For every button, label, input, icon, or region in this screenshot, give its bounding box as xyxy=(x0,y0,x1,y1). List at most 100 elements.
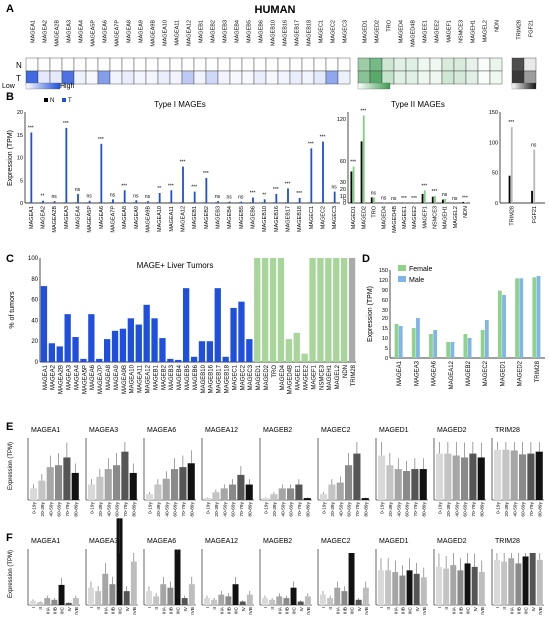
bar-t xyxy=(88,200,91,203)
bar xyxy=(411,469,419,500)
bar xyxy=(204,598,210,605)
x-tick-label: 70-79y xyxy=(65,501,71,516)
x-tick-label: MAGEA9 xyxy=(114,364,120,390)
bar xyxy=(238,301,245,362)
heatmap-cell-n xyxy=(289,57,303,72)
bar-female xyxy=(480,330,485,358)
heatmap-cell-t xyxy=(429,70,443,85)
x-tick-label: IIIB xyxy=(227,607,233,614)
bar xyxy=(113,465,121,500)
x-tick-label: MAGED1 xyxy=(256,364,262,390)
legend-swatch-n xyxy=(44,98,48,102)
bar xyxy=(406,570,413,605)
y-tick-label: 0 xyxy=(385,356,388,362)
x-tick-label: 40-59y xyxy=(338,501,344,516)
bar-t xyxy=(42,200,44,203)
bar xyxy=(270,494,278,500)
x-tick-label: MAGEB2 xyxy=(204,206,210,229)
x-tick-label: IV xyxy=(67,606,73,611)
bar xyxy=(130,561,137,605)
bar xyxy=(232,584,239,605)
x-tick-label: 70-79y xyxy=(181,501,187,516)
heatmap-cell-n xyxy=(193,57,207,72)
legend-bar-blue xyxy=(25,82,61,90)
subpanel-title: MAGED1 xyxy=(379,538,409,545)
significance-label: ns xyxy=(87,194,93,200)
subpanel-title: MAGED1 xyxy=(379,427,409,434)
heatmap-gene-label: MAGEE2 xyxy=(435,20,441,43)
bar xyxy=(104,469,112,500)
heatmap-cell-t xyxy=(181,70,195,85)
x-tick-label: II xyxy=(386,607,392,610)
bar xyxy=(276,596,283,605)
bar xyxy=(527,453,535,500)
x-tick-label: 60-69y xyxy=(347,501,353,516)
x-tick-label: MAGEA11 xyxy=(138,364,144,393)
bar xyxy=(211,599,218,605)
heatmap-gene-label: MAGEC1 xyxy=(319,20,325,43)
bar xyxy=(230,307,237,362)
bar-t xyxy=(352,166,355,203)
heatmap-cell-n xyxy=(157,57,171,72)
x-tick-label: MAGEA5P xyxy=(82,365,88,394)
bar-n xyxy=(421,193,424,203)
heatmap-cell-n xyxy=(301,57,315,72)
subpanel-title: MAGEA3 xyxy=(89,538,118,545)
heatmap-gene-label: MAGEA2 xyxy=(43,20,49,43)
x-tick-label: II xyxy=(212,607,218,610)
bar xyxy=(65,602,72,605)
x-tick-label: 80-89y xyxy=(421,501,427,516)
x-tick-label: IV xyxy=(125,606,131,611)
x-tick-label: MAGEA1 xyxy=(43,364,49,390)
bar xyxy=(239,601,246,605)
x-tick-label: MAGEA6 xyxy=(99,206,105,229)
heatmap-cell-n xyxy=(393,57,407,72)
heatmap-cell-n xyxy=(313,57,327,72)
bar-t xyxy=(228,201,231,203)
x-tick-label: IIIC xyxy=(408,606,414,614)
bar-t xyxy=(147,201,149,203)
bar xyxy=(327,598,334,605)
heatmap-cell-n xyxy=(489,57,503,72)
significance-label: ns xyxy=(75,187,81,193)
heatmap-gene-label: MAGEL2 xyxy=(483,20,489,42)
bar xyxy=(452,455,460,500)
x-tick-label: 20-39y xyxy=(272,501,278,516)
bar xyxy=(478,572,485,605)
heatmap-cell-t xyxy=(205,70,219,85)
bar xyxy=(304,596,311,605)
x-tick-label: IIIA xyxy=(219,606,225,614)
heatmap-cell-n xyxy=(145,57,159,72)
x-tick-label: 70-79y xyxy=(297,501,303,516)
x-tick-label: 0-19y xyxy=(148,501,154,514)
heatmap-cell-t xyxy=(393,70,407,85)
x-tick-label: MAGED4B xyxy=(288,365,294,394)
bar xyxy=(436,566,442,605)
significance-label: *** xyxy=(296,191,302,197)
bar xyxy=(72,598,79,605)
heatmap-gene-label: MAGEB2 xyxy=(211,20,217,43)
heatmap-gene-label: MAGEB4 xyxy=(235,20,241,43)
bar-t xyxy=(53,201,56,203)
x-tick-label: MAGEA6 xyxy=(432,360,438,386)
significance-label: *** xyxy=(401,196,407,202)
heatmap-gene-label: MAGEB17 xyxy=(295,20,301,46)
x-tick-label: IIIB xyxy=(169,607,175,614)
bar xyxy=(341,258,348,362)
y-tick-label: 20 xyxy=(382,316,388,322)
heatmap-cell-n xyxy=(441,57,455,72)
y-tick-label: 100 xyxy=(28,256,39,262)
bar-male xyxy=(467,338,472,358)
bar-t xyxy=(112,199,114,203)
heatmap-row-label: T xyxy=(16,74,21,83)
heatmap-gene-label: MAGEC2 xyxy=(331,20,337,43)
bar xyxy=(246,339,253,362)
significance-label: ** xyxy=(262,192,266,198)
bar xyxy=(254,258,261,362)
x-tick-label: 20-39y xyxy=(388,501,394,516)
y-tick-label: 60 xyxy=(31,298,38,304)
bar xyxy=(119,328,127,362)
heatmap-gene-label: MAGEA3 xyxy=(67,20,73,43)
y-axis-title: % of tumors xyxy=(9,291,16,329)
heatmap-gene-label: MAGEA2B xyxy=(55,20,61,47)
